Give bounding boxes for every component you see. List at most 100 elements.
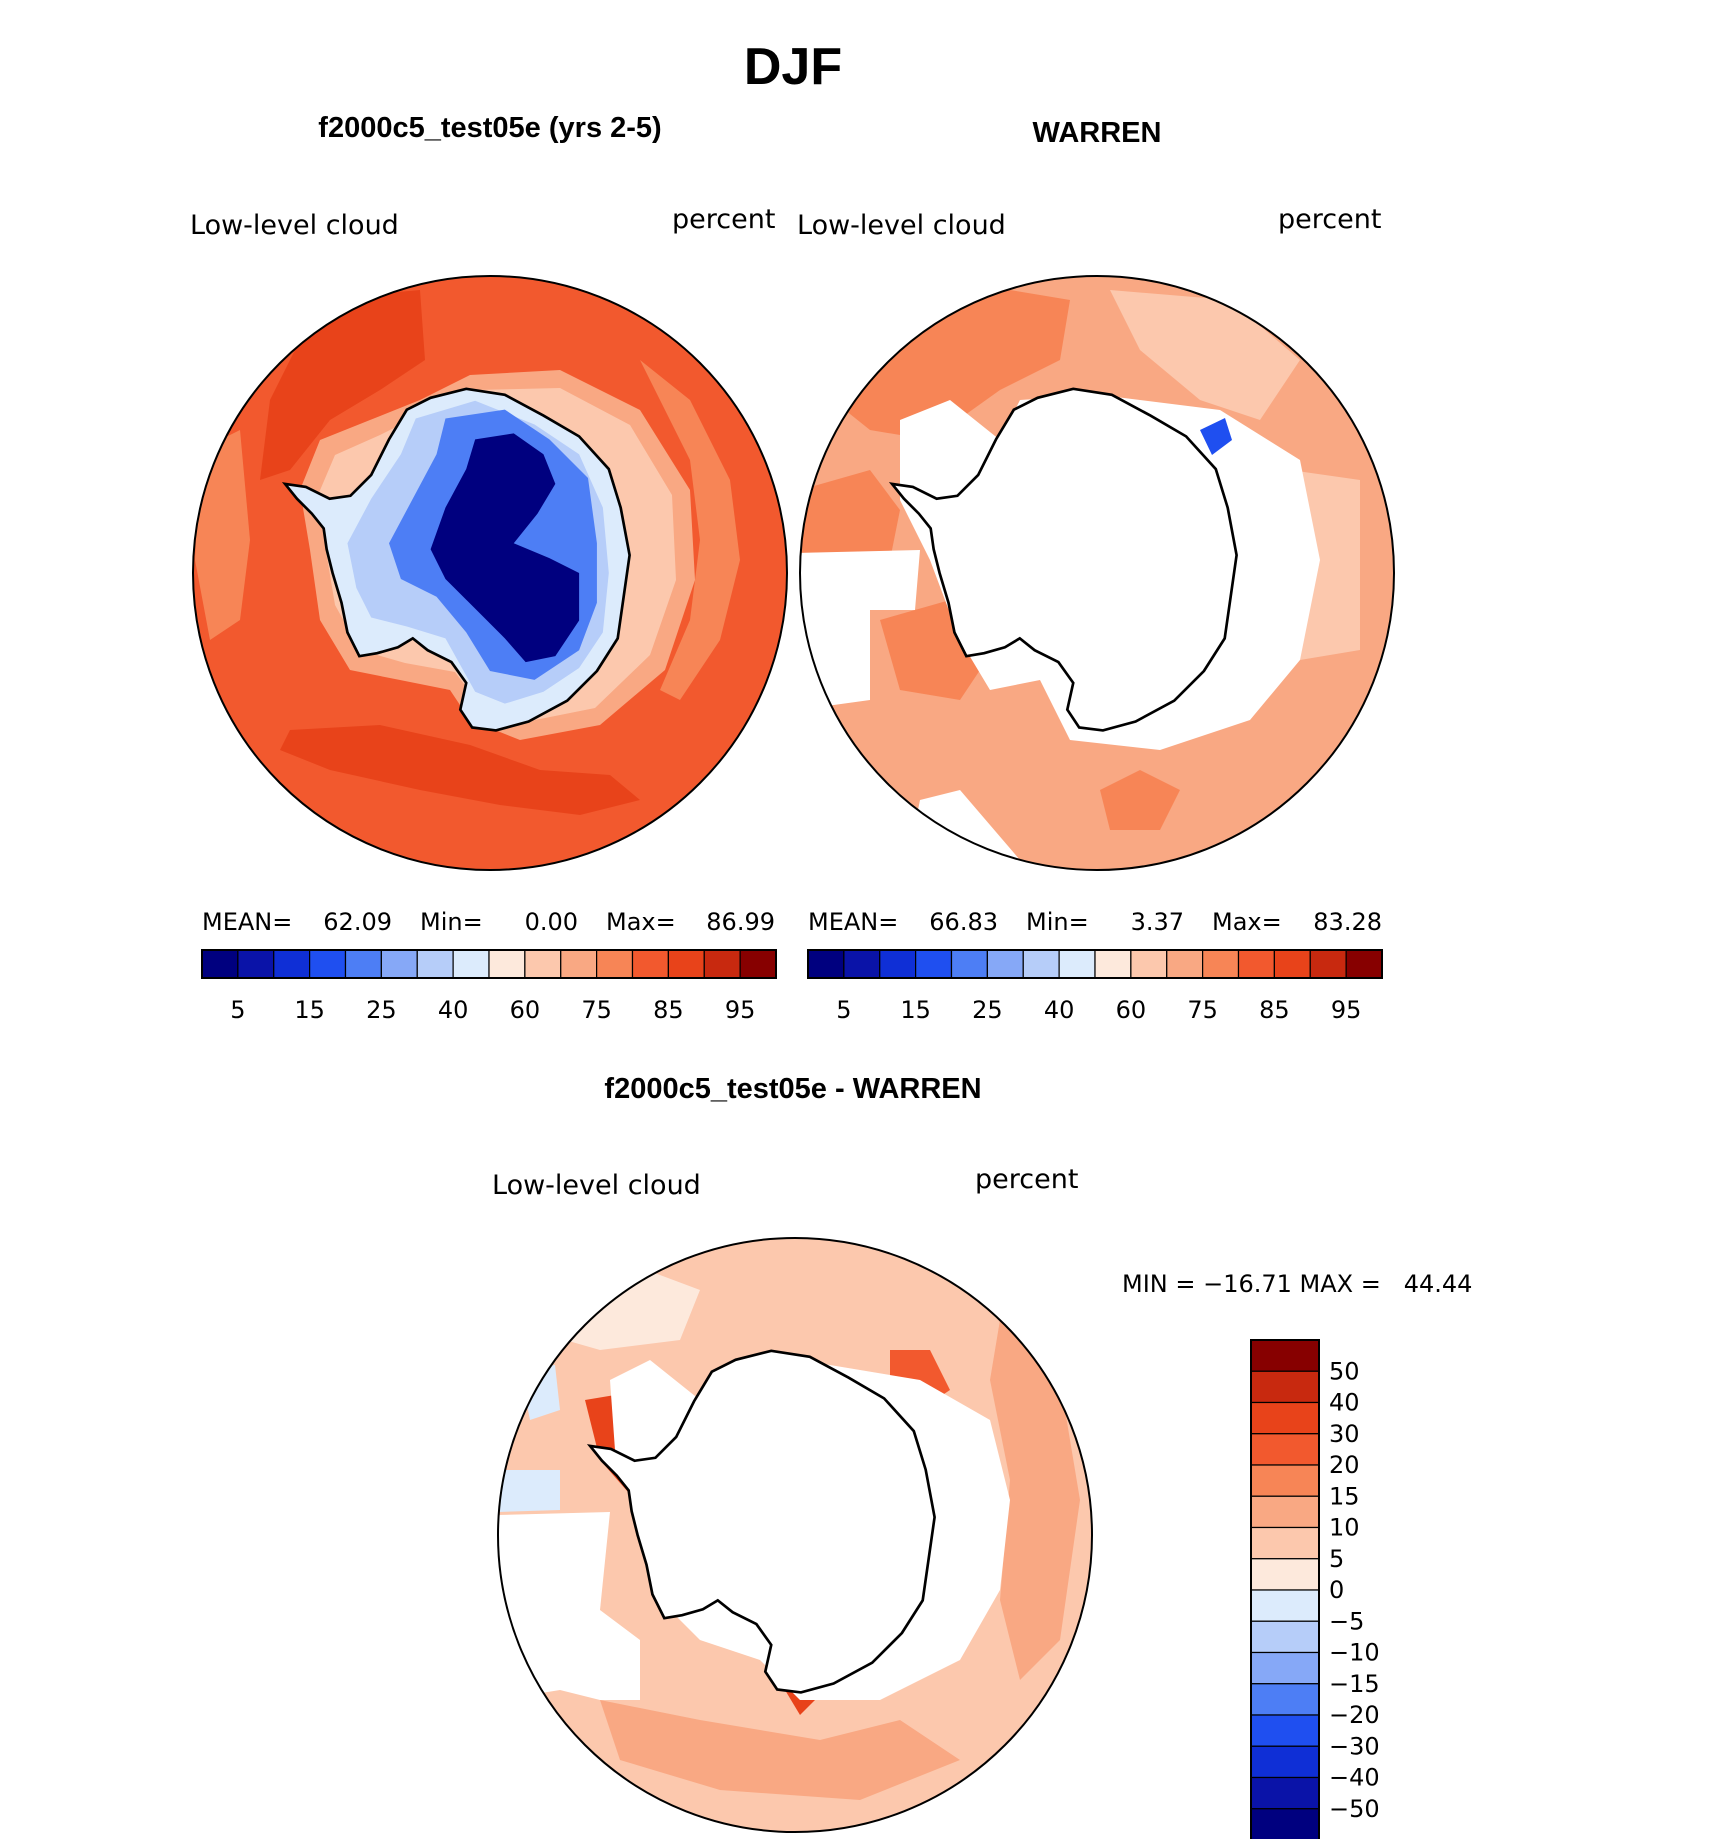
colorbar-swatch bbox=[416, 949, 454, 979]
stats-model-min: 0.00 bbox=[525, 908, 578, 936]
colorbar-swatch bbox=[237, 949, 275, 979]
colorbar-swatch bbox=[1250, 1714, 1320, 1747]
stats-model-mean-label: MEAN= bbox=[202, 908, 292, 936]
map-diff-boundary bbox=[497, 1237, 1093, 1833]
panel-obs-units: percent bbox=[1278, 204, 1381, 235]
colorbar-swatch bbox=[1022, 949, 1060, 979]
colorbar-swatch bbox=[1250, 1745, 1320, 1779]
colorbar-tick-label: 40 bbox=[438, 996, 469, 1024]
field-diff-missing-west bbox=[498, 1512, 640, 1700]
colorbar-swatch bbox=[273, 949, 311, 979]
colorbar-swatch bbox=[1166, 949, 1204, 979]
colorbar-swatch bbox=[309, 949, 347, 979]
colorbar-swatch bbox=[950, 949, 988, 979]
stats-obs-mean: 66.83 bbox=[929, 908, 998, 936]
stats-obs: MEAN= 66.83 Min= 3.37 Max= 83.28 bbox=[808, 908, 1382, 936]
colorbar-swatch bbox=[1250, 1558, 1320, 1591]
colorbar-swatch bbox=[560, 949, 598, 979]
colorbar-swatch bbox=[667, 949, 705, 979]
colorbar-frame bbox=[807, 949, 1383, 979]
colorbar-tick-label: 15 bbox=[294, 996, 325, 1024]
colorbar-tick-label: 95 bbox=[1331, 996, 1362, 1024]
colorbar-swatch bbox=[843, 949, 881, 979]
colorbar-tick-label: 85 bbox=[1259, 996, 1290, 1024]
stats-model-min-label: Min= bbox=[420, 908, 483, 936]
map-obs-boundary bbox=[799, 275, 1395, 871]
colorbar-tick-label: 85 bbox=[653, 996, 684, 1024]
colorbar-tick-label: 60 bbox=[1116, 996, 1147, 1024]
panel-obs-variable: Low-level cloud bbox=[797, 210, 1006, 241]
colorbar-swatch bbox=[1058, 949, 1096, 979]
colorbar-tick-label: 95 bbox=[725, 996, 756, 1024]
field-obs-missing-west bbox=[800, 550, 920, 710]
antarctica-model bbox=[285, 389, 630, 731]
stats-model-mean: 62.09 bbox=[323, 908, 392, 936]
colorbar-tick-label: 15 bbox=[900, 996, 931, 1024]
colorbar-tick-label: 30 bbox=[1329, 1420, 1360, 1448]
colorbar-swatch bbox=[1250, 1620, 1320, 1654]
field-mid-cloud-east bbox=[640, 360, 740, 700]
colorbar-swatch bbox=[1250, 1808, 1320, 1839]
panel-model-units: percent bbox=[672, 204, 775, 235]
colorbar-swatch bbox=[380, 949, 418, 979]
colorbar-tick-label: 75 bbox=[581, 996, 612, 1024]
colorbar-swatch bbox=[1094, 949, 1132, 979]
colorbar-swatch bbox=[1250, 1433, 1320, 1466]
colorbar-swatch bbox=[1250, 1526, 1320, 1560]
panel-diff-variable: Low-level cloud bbox=[492, 1170, 701, 1201]
panel-model: f2000c5_test05e (yrs 2-5) Low-level clou… bbox=[190, 112, 788, 1024]
stats-obs-max-label: Max= bbox=[1212, 908, 1282, 936]
colorbar-swatch bbox=[1237, 949, 1275, 979]
colorbar-tick-label: −15 bbox=[1329, 1670, 1380, 1698]
colorbar-tick-label: 40 bbox=[1044, 996, 1075, 1024]
colorbar-swatch bbox=[631, 949, 669, 979]
field-diff-mid-east bbox=[990, 1320, 1080, 1680]
colorbar-tick-label: 75 bbox=[1187, 996, 1218, 1024]
colorbar-swatch bbox=[915, 949, 953, 979]
colorbar-obs: 5 15 25 40 60 75 85 95 bbox=[807, 949, 1383, 1024]
colorbar-swatch bbox=[1250, 1651, 1320, 1685]
colorbar-swatch bbox=[986, 949, 1024, 979]
colorbar-tick-label: 5 bbox=[1329, 1545, 1344, 1573]
field-continent-min bbox=[430, 433, 580, 663]
colorbar-tick-label: −20 bbox=[1329, 1701, 1380, 1729]
colorbar-tick-label: −40 bbox=[1329, 1764, 1380, 1792]
panel-diff: f2000c5_test05e - WARREN Low-level cloud… bbox=[492, 1073, 1472, 1839]
colorbar-tick-label: 40 bbox=[1329, 1389, 1360, 1417]
panel-model-variable: Low-level cloud bbox=[190, 210, 399, 241]
colorbar-swatch bbox=[452, 949, 490, 979]
colorbar-frame bbox=[201, 949, 777, 979]
colorbar-tick-label: −5 bbox=[1329, 1607, 1364, 1635]
field-diff-negative-west bbox=[498, 1470, 560, 1512]
colorbar-swatch bbox=[1309, 949, 1347, 979]
field-obs-high-south bbox=[1100, 770, 1180, 830]
panel-model-title: f2000c5_test05e (yrs 2-5) bbox=[318, 112, 661, 144]
panel-diff-units: percent bbox=[975, 1164, 1078, 1195]
colorbar-tick-label: 5 bbox=[230, 996, 245, 1024]
colorbar-model: 5 15 25 40 60 75 85 95 bbox=[201, 949, 777, 1024]
stats-diff: MIN = −16.71 MAX = 44.44 bbox=[1122, 1270, 1472, 1298]
colorbar-swatch bbox=[703, 949, 741, 979]
panel-diff-title: f2000c5_test05e - WARREN bbox=[604, 1073, 981, 1105]
stats-obs-min-label: Min= bbox=[1026, 908, 1089, 936]
colorbar-tick-label: 0 bbox=[1329, 1576, 1344, 1604]
stats-model: MEAN= 62.09 Min= 0.00 Max= 86.99 bbox=[202, 908, 775, 936]
stats-obs-max: 83.28 bbox=[1313, 908, 1382, 936]
colorbar-tick-label: 25 bbox=[366, 996, 397, 1024]
colorbar-tick-label: 25 bbox=[972, 996, 1003, 1024]
colorbar-frame bbox=[1250, 1339, 1320, 1839]
colorbar-tick-label: 15 bbox=[1329, 1482, 1360, 1510]
stats-obs-min: 3.37 bbox=[1131, 908, 1184, 936]
stats-model-max: 86.99 bbox=[706, 908, 775, 936]
stats-obs-mean-label: MEAN= bbox=[808, 908, 898, 936]
colorbar-swatch bbox=[524, 949, 562, 979]
panel-obs: WARREN Low-level cloud percent MEAN= 66.… bbox=[797, 117, 1395, 1024]
stats-model-max-label: Max= bbox=[606, 908, 676, 936]
colorbar-swatch bbox=[488, 949, 526, 979]
colorbar-swatch bbox=[1250, 1495, 1320, 1529]
panel-obs-title: WARREN bbox=[1033, 117, 1162, 149]
colorbar-tick-label: 20 bbox=[1329, 1451, 1360, 1479]
colorbar-tick-label: 60 bbox=[510, 996, 541, 1024]
colorbar-swatch bbox=[201, 949, 239, 979]
